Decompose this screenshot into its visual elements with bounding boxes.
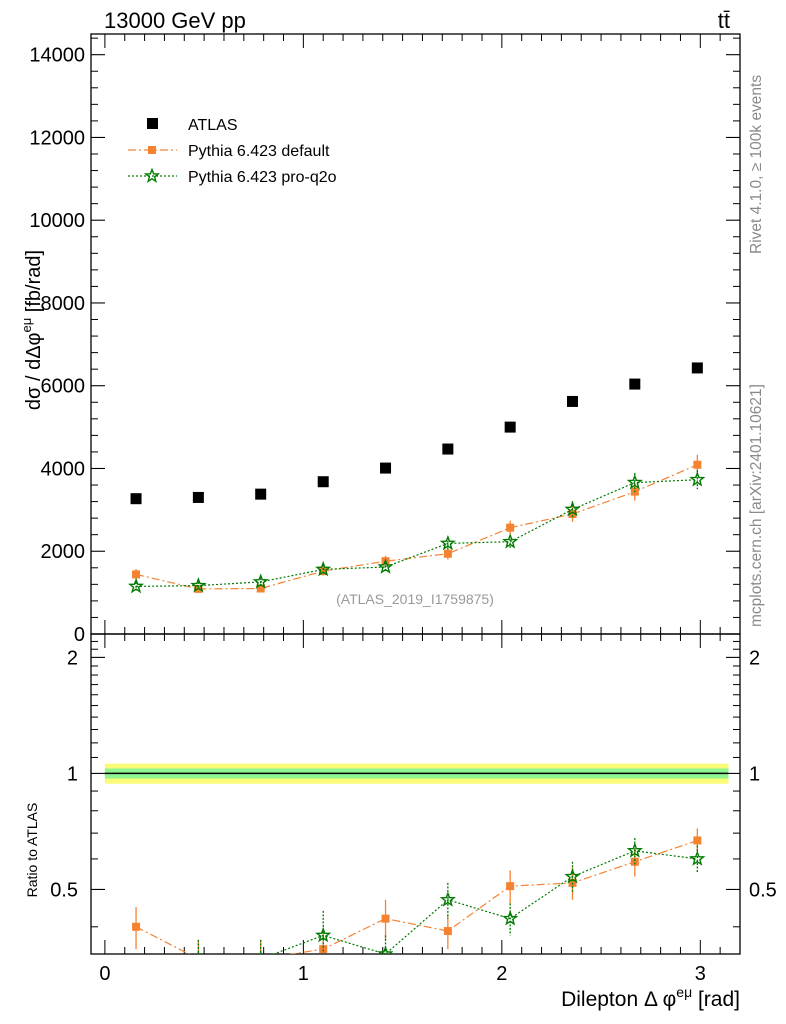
ratio-pythia-default-point xyxy=(693,836,702,845)
energy-label: 13000 GeV pp xyxy=(104,8,246,33)
ratio-pythia-proq2o-point xyxy=(502,910,519,926)
main-y-axis-label-units: [fb/rad] xyxy=(23,250,45,318)
ratio-y-tick-label-right: 0.5 xyxy=(749,879,777,901)
main-y-tick-label: 4000 xyxy=(41,458,86,480)
pythia-proq2o-point xyxy=(502,533,519,549)
x-axis-label-text: Dilepton Δ φeμ [rad] xyxy=(561,984,740,1011)
ratio-frame xyxy=(90,633,741,955)
ratio-pythia-default-point xyxy=(319,945,328,954)
ratio-y-axis-label: Ratio to ATLAS xyxy=(24,803,40,898)
ratio-pythia-proq2o-point xyxy=(315,926,332,943)
atlas-point xyxy=(691,362,703,374)
pythia-default-line xyxy=(135,464,698,590)
main-y-tick-label: 2000 xyxy=(41,541,86,563)
main-data xyxy=(128,362,706,594)
atlas-point xyxy=(255,488,267,500)
ratio-pythia-proq2o-point xyxy=(130,969,142,981)
main-panel: 0 2000 4000 6000 8000 10000 12000 14000 (ATLAS_… xyxy=(19,33,741,646)
ratio-panel: 0.5 0.5 1 1 2 2 0 1 2 3 Ratio to ATLAS Dilepton Δ… xyxy=(24,633,777,1011)
ratio-pythia-default-point xyxy=(194,955,202,963)
atlas-point xyxy=(504,421,516,433)
main-y-axis-label-text: dσ / dΔφeμ [fb/rad] xyxy=(19,250,45,410)
legend-atlas-marker xyxy=(147,118,158,129)
x-tick-label: 3 xyxy=(695,963,706,985)
ratio-pythia-proq2o-point xyxy=(564,868,581,884)
ratio-pythia-default-point xyxy=(381,914,390,923)
atlas-point xyxy=(380,462,392,474)
rivet-version-label: Rivet 4.1.0, ≥ 100k events xyxy=(748,75,765,254)
atlas-point xyxy=(192,491,204,503)
main-y-axis-label: dσ / dΔφeμ [fb/rad] xyxy=(19,250,45,410)
mcplots-label: mcplots.cern.ch [arXiv:2401.10621] xyxy=(748,384,765,627)
main-y-tick-label: 10000 xyxy=(29,210,85,232)
pythia-proq2o-point xyxy=(377,558,394,574)
pythia-default-point xyxy=(132,570,141,579)
atlas-point xyxy=(442,443,454,455)
pythia-proq2o-point xyxy=(128,577,145,594)
atlas-point xyxy=(629,378,641,390)
x-axis-label: Dilepton Δ φeμ [rad] xyxy=(561,984,740,1011)
pythia-default-point xyxy=(443,549,452,558)
analysis-label: (ATLAS_2019_I1759875) xyxy=(336,591,494,607)
ratio-y-tick-label-left: 2 xyxy=(67,647,78,669)
x-axis-label-units: [rad] xyxy=(692,988,740,1011)
x-tick-label: 0 xyxy=(99,963,110,985)
pythia-proq2o-point xyxy=(564,500,581,517)
ratio-y-tick-label-left: 0.5 xyxy=(50,879,78,901)
ratio-pythia-proq2o-point xyxy=(689,850,706,866)
ratio-pythia-proq2o-point xyxy=(439,891,456,907)
legend: ATLAS Pythia 6.423 default Pythia 6.423 … xyxy=(128,117,337,186)
ratio-pythia-default-line xyxy=(135,839,698,954)
pythia-default-point xyxy=(256,584,265,593)
pythia-default-point xyxy=(693,460,702,469)
ratio-pythia-default-point xyxy=(257,955,265,963)
pythia-proq2o-point xyxy=(626,474,643,490)
main-y-tick-label: 6000 xyxy=(41,376,86,398)
atlas-point xyxy=(317,476,329,488)
pythia-proq2o-point xyxy=(190,577,207,593)
ratio-pythia-default-point xyxy=(132,922,141,931)
ratio-axes: 0.5 0.5 1 1 2 2 0 1 2 3 xyxy=(50,634,777,985)
pythia-proq2o-point xyxy=(439,534,456,551)
atlas-point xyxy=(566,395,578,407)
legend-default-marker xyxy=(148,146,156,154)
pythia-default-point xyxy=(506,523,515,532)
ratio-pythia-default-point xyxy=(506,882,515,891)
ratio-pythia-default-point xyxy=(630,857,639,866)
pythia-proq2o-point xyxy=(689,471,706,487)
main-y-tick-label: 0 xyxy=(74,624,85,646)
ratio-band xyxy=(104,763,729,784)
ratio-y-tick-label-left: 1 xyxy=(67,763,78,785)
pythia-proq2o-point xyxy=(252,573,269,589)
process-label: tt̄ xyxy=(718,8,730,33)
legend-default-label: Pythia 6.423 default xyxy=(188,143,330,160)
main-y-axis-label-superscript: eμ xyxy=(19,318,34,333)
legend-atlas-label: ATLAS xyxy=(188,117,238,134)
ratio-pythia-proq2o-point xyxy=(377,945,394,954)
pythia-proq2o-line xyxy=(136,479,698,587)
x-tick-label: 2 xyxy=(496,963,507,985)
x-axis-label-base: Dilepton Δ φ xyxy=(561,988,676,1011)
x-axis-label-superscript: eμ xyxy=(676,984,692,1000)
ratio-data xyxy=(130,828,706,981)
ratio-y-tick-label-right: 2 xyxy=(749,647,760,669)
main-y-axis-label-base: dσ / dΔφ xyxy=(23,332,45,410)
legend-proq2o-label: Pythia 6.423 pro-q2o xyxy=(188,169,337,186)
main-y-tick-label: 14000 xyxy=(29,45,85,67)
pythia-default-point xyxy=(568,510,577,518)
main-axes: 0 2000 4000 6000 8000 10000 12000 14000 xyxy=(29,34,740,646)
pythia-default-point xyxy=(319,567,328,576)
x-tick-label: 1 xyxy=(298,963,309,985)
legend-proq2o-marker xyxy=(143,167,161,183)
atlas-point xyxy=(130,493,142,505)
ratio-pythia-default-point xyxy=(443,927,452,936)
ratio-y-tick-label-right: 1 xyxy=(749,763,760,785)
ratio-pythia-proq2o-point xyxy=(626,842,643,858)
pythia-proq2o-point xyxy=(315,560,332,577)
main-y-tick-label: 8000 xyxy=(41,293,86,315)
ratio-pythia-proq2o-line xyxy=(272,850,698,954)
main-y-tick-label: 12000 xyxy=(29,127,85,149)
